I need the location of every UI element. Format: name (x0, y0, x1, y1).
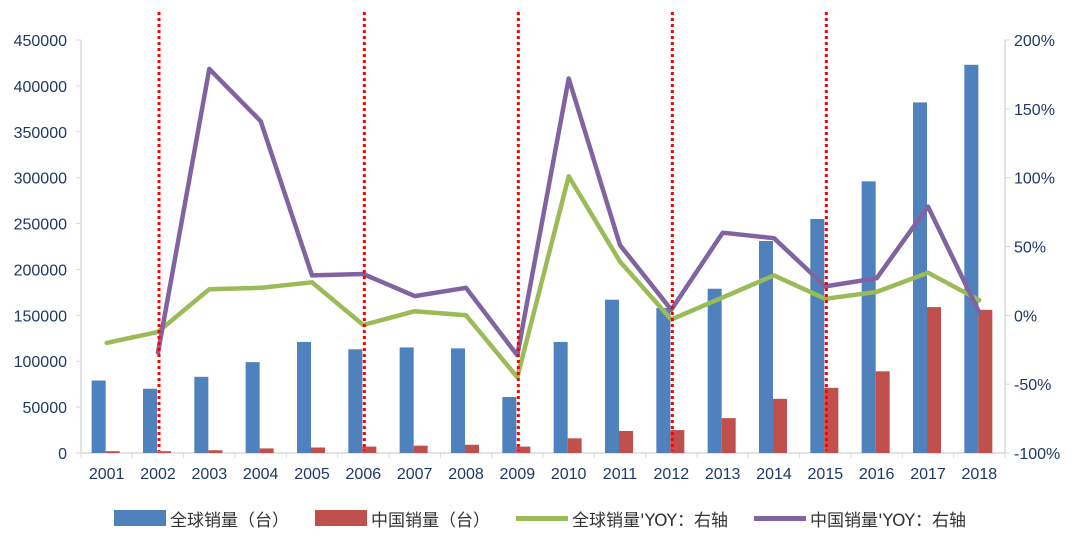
x-axis-tick-label: 2004 (243, 466, 279, 483)
x-axis-tick-label: 2014 (756, 466, 792, 483)
left-axis-tick-label: 250000 (14, 217, 67, 234)
bar (964, 64, 979, 453)
legend-swatch-line-icon (516, 515, 569, 521)
bar (656, 307, 671, 453)
bar (861, 181, 876, 454)
x-axis-tick-label: 2011 (603, 466, 638, 483)
left-axis-tick-label: 200000 (14, 262, 67, 279)
x-axis-tick-label: 2010 (551, 466, 587, 483)
left-axis-tick-label: 400000 (14, 79, 67, 96)
legend-label: 中国销量（台） (371, 510, 491, 531)
legend-swatch-bar-icon (114, 510, 167, 526)
bar (810, 218, 825, 453)
legend-item-global-yoy: 全球销量'YOY：右轴 (516, 506, 728, 531)
left-axis-tick-label: 50000 (23, 400, 68, 417)
bar (759, 240, 773, 453)
left-axis-tick-label: 300000 (14, 171, 67, 188)
bar (773, 398, 787, 453)
right-axis-tick-label: -100% (1014, 446, 1060, 463)
left-axis-tick-label: 0 (58, 446, 67, 463)
bar (927, 307, 941, 453)
bar (619, 430, 633, 453)
line-series-1 (155, 66, 982, 358)
bar (413, 445, 428, 453)
x-axis-tick-label: 2008 (448, 466, 484, 483)
right-axis-tick-label: 200% (1014, 33, 1055, 50)
right-axis-tick-label: 150% (1014, 102, 1055, 119)
left-axis-tick-label: 100000 (14, 354, 67, 371)
bar (259, 448, 274, 453)
bar (245, 362, 260, 453)
bar (143, 388, 157, 453)
legend-item-china-yoy: 中国销量'YOY：右轴 (754, 506, 966, 531)
x-axis-tick-label: 2006 (346, 466, 382, 483)
bar (194, 376, 209, 453)
bar (311, 447, 325, 453)
right-axis-tick-label: 50% (1014, 240, 1046, 257)
legend-label: 全球销量'YOY：右轴 (572, 510, 728, 531)
bar (297, 341, 311, 453)
left-axis-tick-label: 450000 (14, 33, 67, 50)
x-axis-tick-label: 2012 (654, 466, 690, 483)
bar (465, 444, 479, 453)
x-axis-tick-label: 2018 (962, 466, 998, 483)
bar-series-1 (105, 307, 993, 453)
x-axis-tick-label: 2009 (500, 466, 536, 483)
x-axis-tick-label: 2016 (859, 466, 895, 483)
bar (670, 430, 685, 453)
bar (978, 309, 993, 453)
x-axis-tick-label: 2015 (808, 466, 844, 483)
bar (553, 341, 568, 453)
line-series-0 (104, 174, 982, 380)
bar (605, 299, 619, 453)
right-axis-tick-label: -50% (1014, 377, 1051, 394)
left-axis-tick-label: 350000 (14, 125, 67, 142)
bar (91, 380, 106, 453)
left-axis-tick-label: 150000 (14, 308, 67, 325)
x-axis-tick-label: 2002 (140, 466, 176, 483)
legend-swatch-line-icon (754, 515, 806, 521)
bar (208, 450, 223, 453)
bar (502, 397, 517, 453)
right-axis-tick-label: 100% (1014, 171, 1055, 188)
right-axis-tick-label: 0% (1014, 308, 1037, 325)
bar (721, 418, 736, 453)
bar-series-0 (91, 64, 979, 454)
bar (875, 371, 890, 453)
legend-item-china-sales: 中国销量（台） (315, 506, 490, 531)
bar (348, 349, 363, 453)
legend-swatch-bar-icon (315, 510, 368, 526)
legend-item-global-sales: 全球销量（台） (114, 506, 289, 531)
x-axis-tick-label: 2001 (89, 466, 125, 483)
bar (516, 446, 531, 453)
bar (105, 451, 120, 453)
x-axis-tick-label: 2007 (397, 466, 433, 483)
chart-legend: 全球销量（台） 中国销量（台） 全球销量'YOY：右轴 中国销量'YOY：右轴 (0, 500, 1080, 536)
x-axis-tick-label: 2017 (910, 466, 946, 483)
x-axis-tick-label: 2013 (705, 466, 741, 483)
bar (451, 348, 465, 453)
x-axis-tick-label: 2005 (294, 466, 330, 483)
bar (567, 438, 582, 453)
bar (157, 451, 171, 453)
legend-label: 全球销量（台） (170, 510, 290, 531)
legend-label: 中国销量'YOY：右轴 (810, 510, 966, 531)
bar (362, 446, 377, 453)
bar (707, 288, 722, 453)
bar (399, 347, 414, 453)
x-axis-tick-label: 2003 (192, 466, 228, 483)
